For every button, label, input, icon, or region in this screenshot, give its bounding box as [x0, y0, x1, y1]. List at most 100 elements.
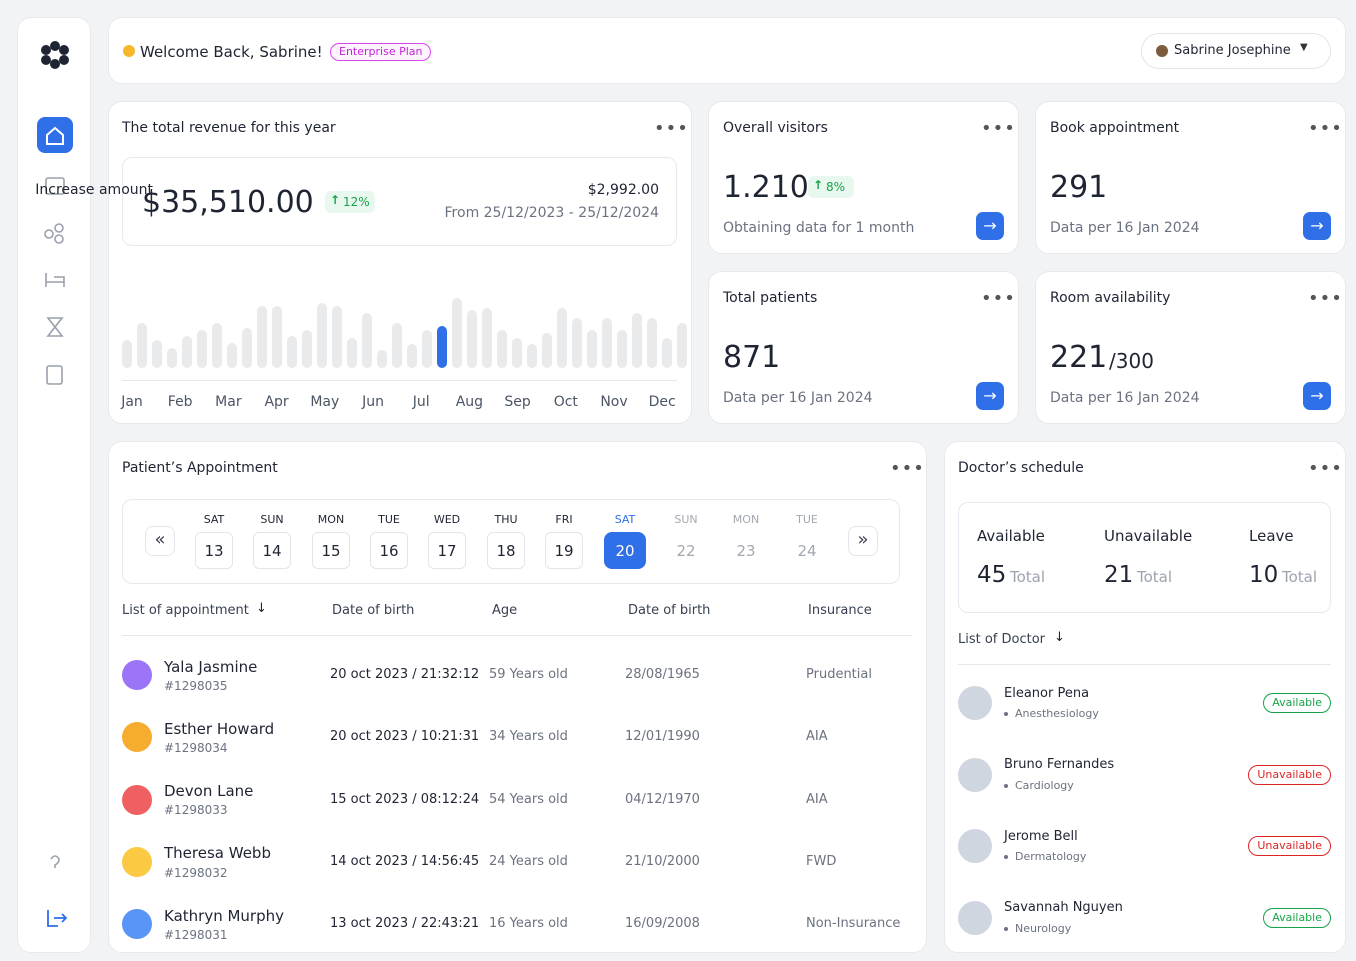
month-label: Jul	[412, 394, 430, 411]
day-date: 23	[736, 541, 756, 560]
lab-icon[interactable]	[46, 317, 64, 337]
help-icon[interactable]	[50, 855, 60, 868]
doctor-list-title: List of Doctor	[958, 631, 1046, 647]
patient-age: 59 Years old	[489, 666, 568, 682]
revenue-bar	[272, 306, 282, 368]
bullet	[1004, 783, 1008, 788]
day-box[interactable]	[312, 532, 350, 569]
patient-age: 54 Years old	[489, 791, 568, 807]
day-box[interactable]	[428, 532, 466, 569]
arrow-button[interactable]: →	[976, 212, 1004, 240]
up-arrow: ↑	[813, 178, 824, 192]
day-name: MON	[317, 513, 345, 527]
more-button[interactable]: •••	[1308, 118, 1343, 139]
day-name: SAT	[614, 513, 636, 527]
bullet	[1004, 855, 1008, 859]
arrow-button[interactable]: →	[976, 382, 1004, 410]
patient-avatar	[122, 660, 152, 690]
more-button[interactable]: •••	[981, 288, 1016, 309]
revenue-bar	[677, 323, 687, 368]
more-button[interactable]: •••	[1308, 288, 1343, 309]
arrow-button[interactable]: →	[1303, 382, 1331, 410]
doctor-specialty: Cardiology	[1015, 778, 1074, 792]
column-header: Age	[492, 602, 518, 618]
revenue-bar	[197, 330, 207, 368]
patient-dob: 21/10/2000	[625, 853, 700, 869]
report-icon[interactable]	[46, 365, 63, 385]
revenue-summary	[122, 157, 677, 246]
revenue-bar	[377, 350, 387, 368]
user-avatar	[1156, 45, 1168, 57]
revenue-bar	[422, 330, 432, 368]
day-name: MON	[732, 513, 760, 527]
calendar-icon[interactable]	[45, 177, 65, 195]
day-name: THU	[494, 513, 518, 527]
revenue-bar	[602, 318, 612, 368]
patient-insurance: FWD	[806, 853, 837, 869]
day-box[interactable]	[487, 532, 525, 569]
revenue-bar	[167, 348, 177, 368]
revenue-bar	[617, 330, 627, 368]
patient-dob: 04/12/1970	[625, 791, 700, 807]
day-box[interactable]	[604, 532, 646, 569]
day-name: SUN	[674, 513, 698, 527]
plan-badge: Enterprise Plan	[330, 43, 432, 61]
change-badge	[808, 176, 854, 198]
stat-value: 221	[1050, 340, 1108, 375]
user-dropdown[interactable]	[1141, 33, 1331, 69]
day-name: WED	[433, 513, 461, 527]
table-line	[122, 635, 912, 636]
patient-age: 16 Years old	[489, 916, 568, 932]
revenue-bar	[587, 330, 597, 368]
arrow-button[interactable]: →	[1303, 212, 1331, 240]
revenue-title: The total revenue for this year	[122, 120, 336, 137]
more-button[interactable]: •••	[654, 118, 689, 139]
stat-title: Overall visitors	[723, 120, 828, 137]
patient-avatar	[122, 784, 152, 815]
appointment-datetime: 15 oct 2023 / 08:12:24	[330, 791, 480, 807]
revenue-bar	[257, 306, 267, 368]
summary-unit: Total	[1137, 567, 1173, 586]
day-box[interactable]	[545, 532, 583, 569]
revenue-bar	[647, 318, 657, 368]
revenue-bar	[572, 318, 582, 368]
nav-button[interactable]: »	[848, 526, 878, 556]
patient-id: #1298032	[164, 865, 228, 880]
patient-id: #1298031	[164, 927, 228, 942]
revenue-bar	[122, 340, 132, 368]
day-date: 15	[321, 541, 341, 560]
summary-value: 10	[1249, 561, 1279, 588]
day-box[interactable]	[370, 532, 408, 569]
day-date: 19	[554, 541, 574, 560]
doctor-specialty: Neurology	[1015, 921, 1072, 935]
day-date: 22	[676, 541, 696, 560]
patient-name: Kathryn Murphy	[164, 906, 284, 925]
appointment-datetime: 14 oct 2023 / 14:56:45	[330, 853, 480, 869]
day-box[interactable]	[253, 532, 291, 569]
home-button[interactable]	[37, 117, 73, 153]
day-box[interactable]	[195, 532, 233, 569]
logout-icon[interactable]	[47, 910, 68, 927]
summary-value: 21	[1104, 561, 1134, 588]
revenue-bar	[362, 313, 372, 368]
day-date: 24	[797, 541, 817, 560]
more-button[interactable]: •••	[890, 458, 925, 479]
revenue-bar	[212, 323, 222, 368]
revenue-bar	[287, 336, 297, 368]
day-name: TUE	[378, 513, 400, 527]
stat-sub: Obtaining data for 1 month	[723, 220, 915, 237]
doctor-avatar	[958, 757, 992, 792]
doctor-status: Unavailable	[1248, 764, 1331, 785]
users-icon[interactable]	[44, 229, 54, 239]
month-label: Mar	[215, 394, 242, 411]
nav-button[interactable]: «	[145, 526, 175, 556]
patient-name: Yala Jasmine	[164, 657, 258, 676]
more-button[interactable]: •••	[981, 118, 1016, 139]
bed-icon[interactable]	[45, 273, 65, 287]
more-button[interactable]: •••	[1308, 458, 1343, 479]
schedule-title: Doctor’s schedule	[958, 460, 1084, 477]
change-badge	[325, 191, 375, 213]
patient-avatar	[122, 846, 152, 877]
doctor-name: Eleanor Pena	[1004, 685, 1090, 701]
revenue-amount: $35,510.00	[142, 185, 314, 220]
